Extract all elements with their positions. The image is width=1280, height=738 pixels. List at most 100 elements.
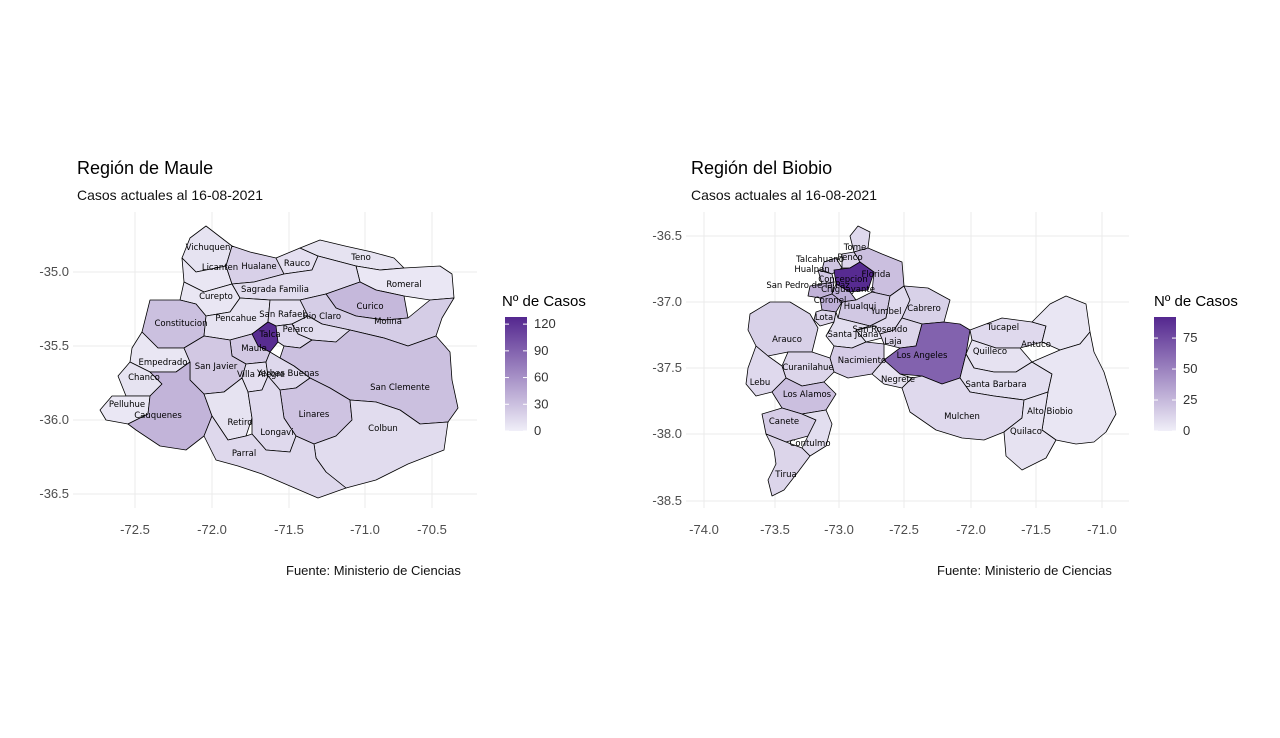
municipality-label: Los Alamos [783, 390, 832, 400]
municipality-label: Romeral [386, 280, 421, 290]
map-panel-biobio: Región del Biobio Casos actuales al 16-0… [640, 0, 1280, 738]
municipality-label: Curanilahue [782, 363, 833, 373]
municipality-label: Florida [862, 270, 891, 280]
municipality-label: Cauquenes [134, 411, 182, 421]
map-title: Región de Maule [77, 158, 214, 178]
y-tick-label: -36.5 [39, 486, 69, 501]
municipality-label: Canete [769, 417, 799, 427]
legend-break-label: 90 [534, 343, 548, 358]
municipality-label: San Pedro de la Paz [766, 281, 850, 291]
legend-title: Nº de Casos [502, 293, 586, 310]
x-tick-label: -74.0 [689, 522, 719, 537]
municipality-label: San Javier [195, 362, 238, 372]
legend-break-label: 25 [1183, 392, 1197, 407]
x-tick-label: -71.5 [1021, 522, 1051, 537]
municipality-label: Alto Biobio [1027, 407, 1073, 417]
y-tick-label: -36.5 [652, 228, 682, 243]
legend-colorbar [1154, 317, 1176, 431]
municipality-label: Teno [350, 253, 371, 263]
y-tick-label: -37.5 [652, 360, 682, 375]
municipality-label: Tucapel [986, 323, 1019, 333]
municipality-label: Concepcion [818, 275, 867, 285]
municipality-label: Tirua [774, 470, 796, 480]
municipality-label: Tome [843, 243, 866, 253]
legend: 0 25 50 75 [1154, 317, 1197, 438]
legend-break-label: 0 [1183, 423, 1190, 438]
municipality-label: Molina [374, 317, 402, 327]
legend-break-label: 30 [534, 396, 548, 411]
map-subtitle: Casos actuales al 16-08-2021 [77, 187, 264, 203]
municipality-label: Chiguayante [821, 285, 875, 295]
municipality-label: Pelarco [283, 325, 314, 335]
municipality-label: Licanten [202, 263, 238, 273]
municipality-label: Lota [815, 313, 833, 323]
map-panel-maule: Región de Maule Casos actuales al 16-08-… [39, 158, 586, 578]
y-tick-label: -38.5 [652, 493, 682, 508]
legend-colorbar [505, 317, 527, 431]
y-tick-label: -37.0 [652, 294, 682, 309]
municipality-label: Arauco [772, 335, 802, 345]
municipality-label: Lebu [750, 378, 771, 388]
municipality-label: Yumbel [870, 307, 902, 317]
municipality-polygons [99, 225, 459, 499]
municipality-label: Santa Barbara [965, 380, 1026, 390]
map-title: Región del Biobio [691, 158, 833, 178]
municipality-label: Linares [299, 410, 330, 420]
municipality-tome[interactable] [849, 225, 871, 253]
municipality-tirua[interactable] [765, 433, 811, 497]
legend: 0 30 60 90 120 [505, 316, 556, 438]
municipality-label: San Rosendo [852, 325, 907, 335]
municipality-label: Pencahue [215, 314, 256, 324]
municipality-label: Villa Alegre [237, 370, 285, 380]
municipality-label: Chanco [128, 373, 160, 383]
legend-title: Nº de Casos [1154, 293, 1238, 310]
municipality-cauquenes[interactable] [127, 361, 213, 451]
municipality-label: Penco [837, 253, 862, 263]
municipality-label: Colbun [368, 424, 398, 434]
municipality-label: Cabrero [907, 304, 941, 314]
x-tick-label: -72.5 [889, 522, 919, 537]
y-tick-label: -35.0 [39, 264, 69, 279]
municipality-coronel[interactable] [819, 293, 843, 313]
map-caption: Fuente: Ministerio de Ciencias [286, 563, 461, 578]
municipality-label: San Clemente [370, 383, 430, 393]
municipality-label: Antuco [1021, 340, 1051, 350]
municipality-label: Hualpen [794, 265, 829, 275]
municipality-label: Talcahuano [795, 255, 844, 265]
map-plot-maule: -72.5 -72.0 -71.5 -71.0 -70.5 -35.0 -35.5 -36.0… [39, 212, 556, 537]
municipality-label: Quilleco [973, 347, 1007, 357]
x-tick-label: -71.5 [274, 522, 304, 537]
x-tick-label: -72.5 [120, 522, 150, 537]
municipality-label: Pelluhue [109, 400, 145, 410]
municipality-label: Yerbas Buenas [256, 369, 320, 379]
municipality-label: Los Angeles [897, 351, 948, 361]
municipality-label: Maule [241, 344, 267, 354]
municipality-label: Santa Juana [828, 330, 879, 340]
map-plot-biobio: -74.0 -73.5 -73.0 -72.5 -72.0 -71.5 -71.0 -36.5… [652, 212, 1197, 537]
municipality-quilaco[interactable] [1003, 391, 1057, 471]
legend-break-label: 0 [534, 423, 541, 438]
municipality-label: Nacimiento [838, 356, 886, 366]
municipality-labels: Vichuquen Licanten Hualane Rauco Teno Romeral… [109, 243, 430, 459]
x-tick-label: -73.0 [824, 522, 854, 537]
x-tick-label: -71.0 [1087, 522, 1117, 537]
municipality-label: Curico [356, 302, 383, 312]
municipality-label: Talca [258, 330, 280, 340]
municipality-label: Hualqui [844, 302, 877, 312]
legend-break-label: 50 [1183, 361, 1197, 376]
municipality-label: Mulchen [944, 412, 980, 422]
x-tick-label: -73.5 [760, 522, 790, 537]
x-tick-label: -72.0 [956, 522, 986, 537]
municipality-label: Sagrada Familia [241, 285, 309, 295]
municipality-label: Contulmo [789, 439, 830, 449]
municipality-label: Parral [232, 449, 256, 459]
municipality-label: Empedrado [139, 358, 188, 368]
municipality-label: Curepto [199, 292, 233, 302]
municipality-label: Retiro [228, 418, 253, 428]
map-subtitle: Casos actuales al 16-08-2021 [691, 187, 878, 203]
municipality-label: Quilaco [1010, 427, 1042, 437]
municipality-label: Longavi [260, 428, 293, 438]
municipality-parral[interactable] [203, 415, 347, 499]
municipality-label: Laja [884, 337, 902, 347]
